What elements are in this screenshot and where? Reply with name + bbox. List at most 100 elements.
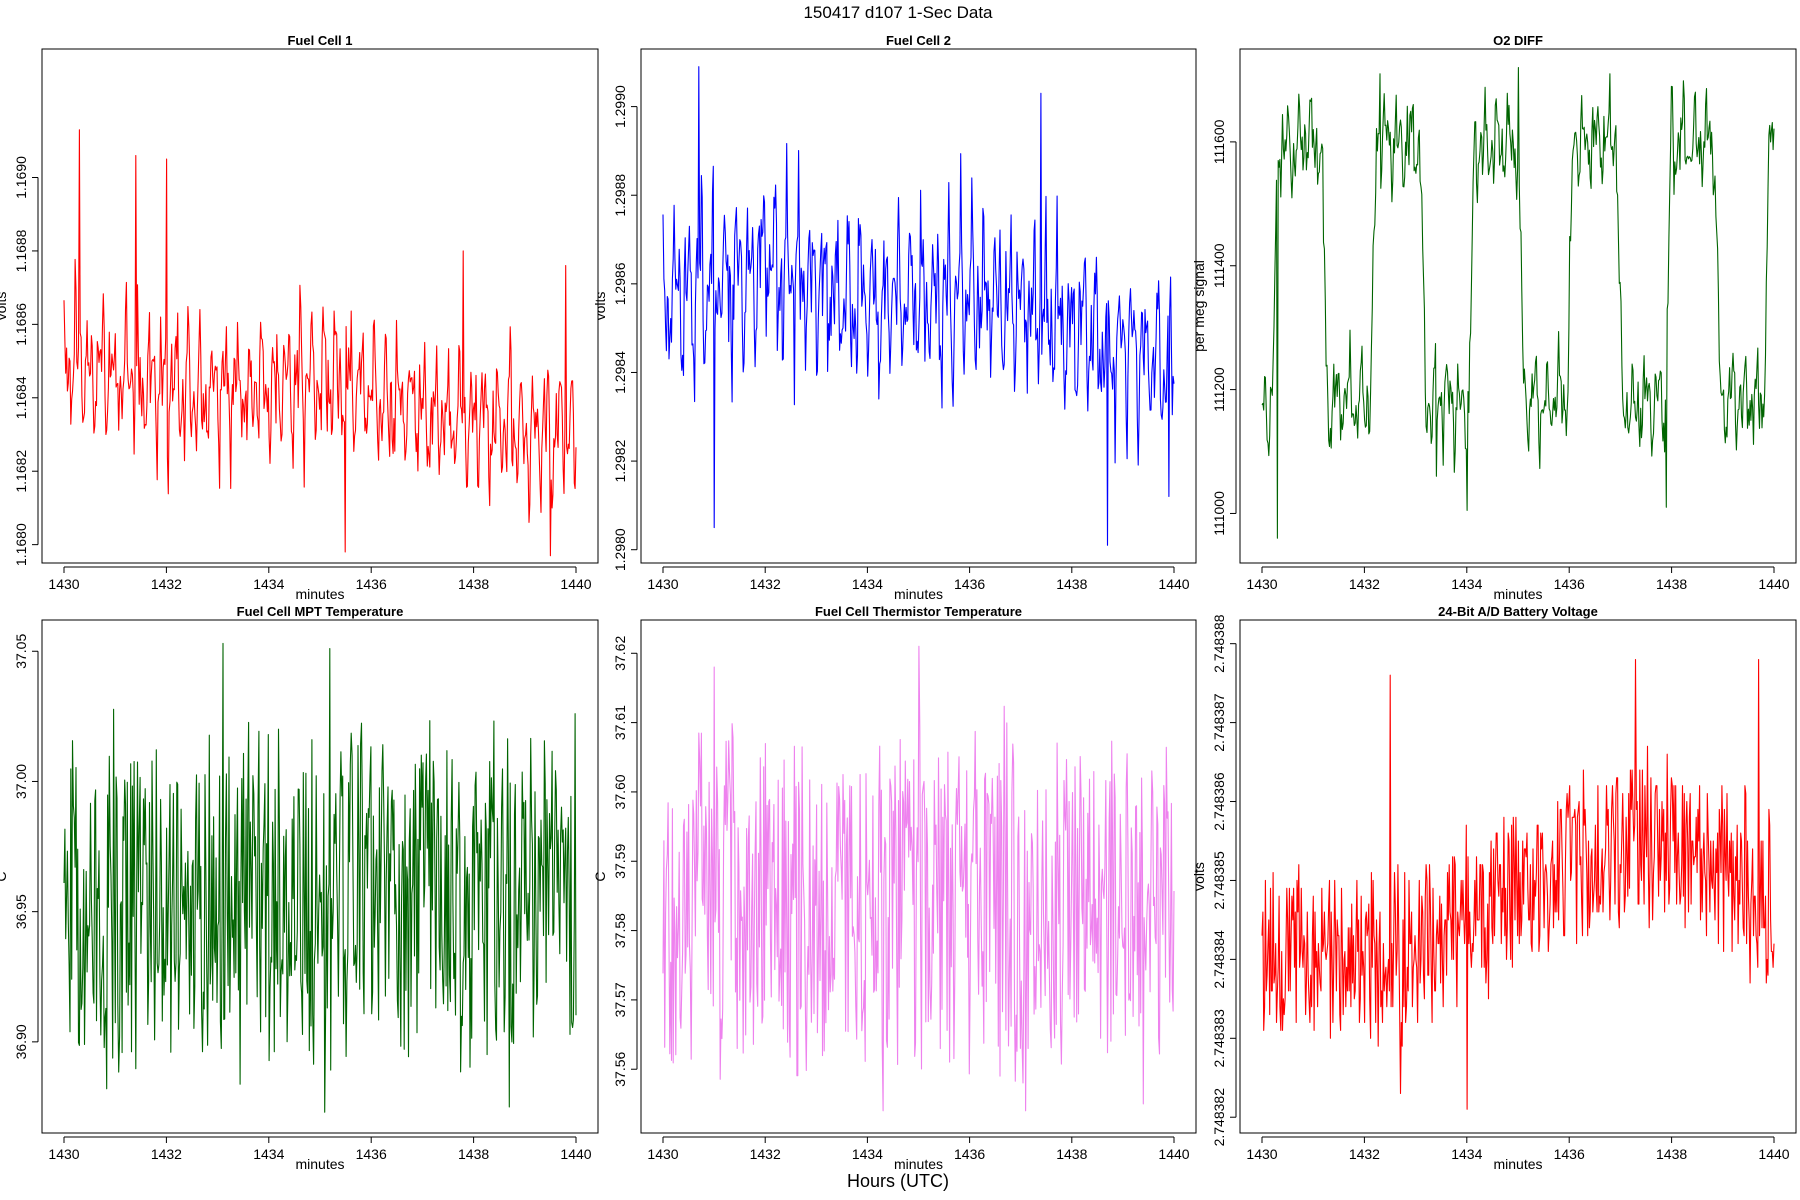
- y-tick-label: 2.748385: [1211, 851, 1227, 910]
- x-tick-label: 1434: [852, 576, 883, 592]
- x-tick-label: 1440: [560, 1146, 591, 1162]
- y-tick-label: 111600: [1211, 119, 1227, 164]
- y-axis-label: volts: [592, 292, 608, 321]
- chart-panel-6: 24-Bit A/D Battery Voltage 1430 1432 1434 14…: [1191, 604, 1797, 1172]
- panel-title: O2 DIFF: [1493, 33, 1543, 48]
- x-tick-label: 1436: [356, 1146, 387, 1162]
- plot-frame: [41, 48, 599, 564]
- y-tick-label: 1.2984: [612, 351, 628, 394]
- x-tick-label: 1440: [1158, 1146, 1189, 1162]
- y-tick-label: 36.90: [13, 1024, 29, 1059]
- figure-xlabel: Hours (UTC): [847, 1171, 949, 1191]
- x-axis-label: minutes: [1493, 586, 1542, 602]
- y-tick-label: 2.748383: [1211, 1009, 1227, 1068]
- y-tick-label: 1.2986: [612, 262, 628, 305]
- chart-panel-2: Fuel Cell 2 1430 1432 1434 1436 1438 1440 minut…: [592, 33, 1197, 602]
- panels: Fuel Cell 1 1430 1432 1434 1436 1438 1440 minut…: [0, 33, 1797, 1172]
- y-tick-label: 1.1688: [13, 229, 29, 272]
- x-tick-label: 1438: [458, 1146, 489, 1162]
- y-tick-label: 37.61: [612, 705, 628, 740]
- x-tick-label: 1430: [1246, 576, 1277, 592]
- x-axis-label: minutes: [295, 586, 344, 602]
- y-tick-label: 1.2988: [612, 174, 628, 217]
- x-tick-label: 1430: [1246, 1146, 1277, 1162]
- series-line: [662, 645, 1175, 1112]
- y-tick-label: 1.1680: [13, 523, 29, 566]
- panel-title: Fuel Cell MPT Temperature: [237, 604, 404, 619]
- y-tick-label: 36.95: [13, 894, 29, 929]
- x-tick-label: 1434: [253, 1146, 284, 1162]
- y-tick-label: 37.57: [612, 982, 628, 1017]
- plot-frame: [1239, 48, 1797, 564]
- x-tick-label: 1432: [750, 576, 781, 592]
- x-tick-label: 1436: [1554, 576, 1585, 592]
- panel-title: Fuel Cell Thermistor Temperature: [815, 604, 1022, 619]
- chart-panel-3: O2 DIFF 1430 1432 1434 1436 1438 1440 minutes 11…: [1191, 33, 1797, 602]
- y-axis-label: volts: [1191, 862, 1207, 891]
- x-tick-label: 1432: [750, 1146, 781, 1162]
- series-line: [1261, 67, 1775, 539]
- x-tick-label: 1436: [954, 576, 985, 592]
- x-tick-label: 1430: [48, 1146, 79, 1162]
- x-tick-label: 1438: [1056, 576, 1087, 592]
- x-axis-label: minutes: [894, 1156, 943, 1172]
- y-tick-label: 37.59: [612, 844, 628, 879]
- y-tick-label: 2.748387: [1211, 693, 1227, 752]
- y-tick-label: 111400: [1211, 243, 1227, 288]
- series-line: [63, 129, 577, 557]
- y-axis-label: per meg signal: [1191, 260, 1207, 352]
- chart-panel-4: Fuel Cell MPT Temperature 1430 1432 1434 143…: [0, 604, 599, 1172]
- y-tick-label: 37.60: [612, 774, 628, 809]
- x-tick-label: 1432: [1349, 1146, 1380, 1162]
- y-tick-label: 2.748386: [1211, 772, 1227, 831]
- x-tick-label: 1434: [1451, 576, 1482, 592]
- y-tick-label: 37.58: [612, 913, 628, 948]
- x-tick-label: 1434: [852, 1146, 883, 1162]
- x-tick-label: 1432: [151, 1146, 182, 1162]
- chart-panel-1: Fuel Cell 1 1430 1432 1434 1436 1438 1440 minut…: [0, 33, 599, 602]
- x-axis-label: minutes: [295, 1156, 344, 1172]
- x-axis-label: minutes: [1493, 1156, 1542, 1172]
- x-tick-label: 1438: [458, 576, 489, 592]
- chart-panel-5: Fuel Cell Thermistor Temperature 1430 1432…: [592, 604, 1197, 1172]
- x-tick-label: 1438: [1656, 576, 1687, 592]
- series-line: [662, 66, 1175, 546]
- x-tick-label: 1440: [560, 576, 591, 592]
- y-tick-label: 111000: [1211, 491, 1227, 536]
- x-tick-label: 1430: [647, 576, 678, 592]
- y-tick-label: 1.2980: [612, 528, 628, 571]
- y-axis-label: C: [592, 871, 608, 881]
- y-tick-label: 2.748382: [1211, 1088, 1227, 1147]
- x-axis-label: minutes: [894, 586, 943, 602]
- x-tick-label: 1432: [1349, 576, 1380, 592]
- x-tick-label: 1434: [253, 576, 284, 592]
- x-tick-label: 1440: [1758, 1146, 1789, 1162]
- series-line: [1261, 658, 1775, 1110]
- x-tick-label: 1440: [1158, 576, 1189, 592]
- y-tick-label: 37.56: [612, 1051, 628, 1086]
- x-tick-label: 1438: [1656, 1146, 1687, 1162]
- x-tick-label: 1438: [1056, 1146, 1087, 1162]
- y-tick-label: 1.1682: [13, 450, 29, 493]
- panel-title: Fuel Cell 1: [287, 33, 352, 48]
- figure-title: 150417 d107 1-Sec Data: [803, 3, 993, 22]
- plot-frame: [41, 619, 599, 1134]
- y-tick-label: 1.1690: [13, 156, 29, 199]
- plot-frame: [1239, 619, 1797, 1134]
- panel-title: 24-Bit A/D Battery Voltage: [1438, 604, 1598, 619]
- y-tick-label: 2.748384: [1211, 930, 1227, 989]
- plot-frame: [640, 619, 1197, 1134]
- panel-title: Fuel Cell 2: [886, 33, 951, 48]
- x-tick-label: 1436: [1554, 1146, 1585, 1162]
- y-tick-label: 2.748388: [1211, 614, 1227, 673]
- y-tick-label: 1.2990: [612, 85, 628, 128]
- y-axis-label: C: [0, 871, 9, 881]
- y-tick-label: 1.1686: [13, 303, 29, 346]
- y-tick-label: 111200: [1211, 367, 1227, 412]
- series-line: [63, 642, 577, 1113]
- y-tick-label: 37.05: [13, 634, 29, 669]
- x-tick-label: 1434: [1451, 1146, 1482, 1162]
- x-tick-label: 1440: [1758, 576, 1789, 592]
